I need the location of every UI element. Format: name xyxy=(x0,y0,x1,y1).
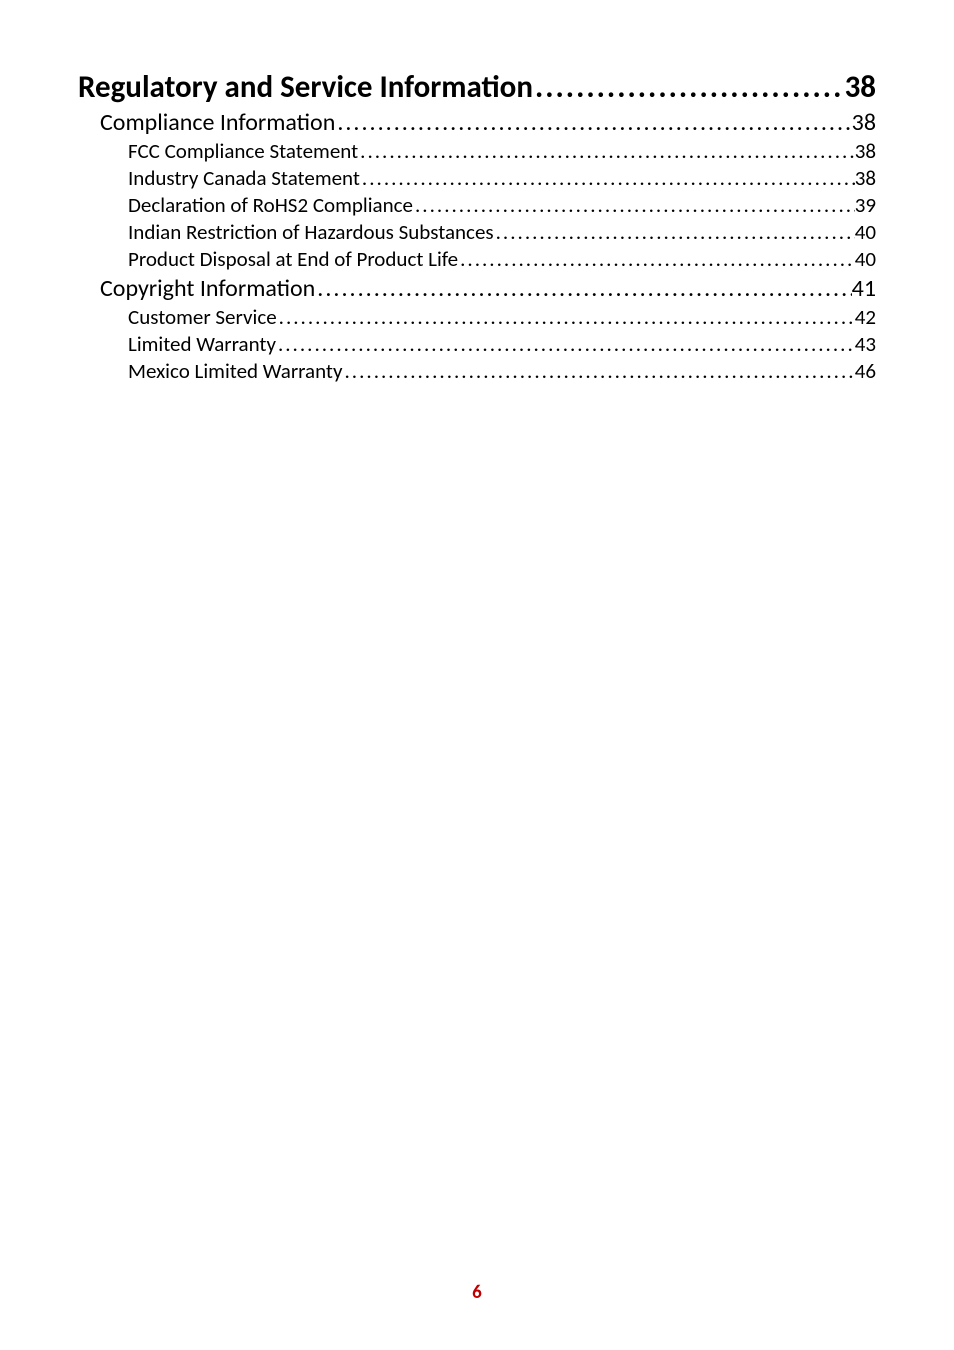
dot-leader: ........................................… xyxy=(277,304,855,330)
toc-item-0-2-label: Declaration of RoHS2 Compliance xyxy=(128,192,413,218)
toc-item-1-1-page: 43 xyxy=(855,331,876,357)
toc-section-1[interactable]: Copyright Information...................… xyxy=(100,274,876,303)
toc-item-0-2[interactable]: Declaration of RoHS2 Compliance.........… xyxy=(128,192,876,218)
dot-leader: ........................................… xyxy=(335,108,851,137)
toc-section-1-label: Copyright Information xyxy=(100,274,315,303)
dot-leader: ........................................… xyxy=(276,331,855,357)
toc-item-0-1-label: Industry Canada Statement xyxy=(128,165,360,191)
toc-section-0-page: 38 xyxy=(852,108,876,137)
toc-item-1-2-page: 46 xyxy=(855,358,876,384)
toc-item-0-0-page: 38 xyxy=(855,138,876,164)
toc-section-0[interactable]: Compliance Information..................… xyxy=(100,108,876,137)
dot-leader: ........................................… xyxy=(533,68,845,106)
toc-item-0-4-page: 40 xyxy=(855,246,876,272)
toc-item-1-2[interactable]: Mexico Limited Warranty.................… xyxy=(128,358,876,384)
toc-item-0-3-page: 40 xyxy=(855,219,876,245)
toc-item-1-2-label: Mexico Limited Warranty xyxy=(128,358,342,384)
toc-heading-label: Regulatory and Service Information xyxy=(78,68,533,106)
toc-item-1-0-page: 42 xyxy=(855,304,876,330)
toc-heading-page: 38 xyxy=(845,68,876,106)
dot-leader: ........................................… xyxy=(494,219,855,245)
toc-container: Regulatory and Service Information .....… xyxy=(78,68,876,384)
dot-leader: ........................................… xyxy=(360,165,855,191)
toc-item-1-1-label: Limited Warranty xyxy=(128,331,276,357)
toc-item-1-1[interactable]: Limited Warranty........................… xyxy=(128,331,876,357)
toc-item-1-0-label: Customer Service xyxy=(128,304,277,330)
toc-section-0-label: Compliance Information xyxy=(100,108,335,137)
toc-item-0-2-page: 39 xyxy=(855,192,876,218)
toc-item-1-0[interactable]: Customer Service........................… xyxy=(128,304,876,330)
toc-item-0-1[interactable]: Industry Canada Statement...............… xyxy=(128,165,876,191)
toc-item-0-1-page: 38 xyxy=(855,165,876,191)
toc-heading[interactable]: Regulatory and Service Information .....… xyxy=(78,68,876,106)
dot-leader: ........................................… xyxy=(458,246,855,272)
toc-item-0-4-label: Product Disposal at End of Product Life xyxy=(128,246,458,272)
dot-leader: ........................................… xyxy=(315,274,851,303)
toc-item-0-0-label: FCC Compliance Statement xyxy=(128,138,358,164)
toc-item-0-0[interactable]: FCC Compliance Statement................… xyxy=(128,138,876,164)
dot-leader: ........................................… xyxy=(413,192,855,218)
dot-leader: ........................................… xyxy=(358,138,855,164)
dot-leader: ........................................… xyxy=(342,358,854,384)
toc-item-0-3[interactable]: Indian Restriction of Hazardous Substanc… xyxy=(128,219,876,245)
toc-section-1-page: 41 xyxy=(852,274,876,303)
toc-item-0-4[interactable]: Product Disposal at End of Product Life.… xyxy=(128,246,876,272)
toc-item-0-3-label: Indian Restriction of Hazardous Substanc… xyxy=(128,219,494,245)
page-number: 6 xyxy=(0,1281,954,1304)
